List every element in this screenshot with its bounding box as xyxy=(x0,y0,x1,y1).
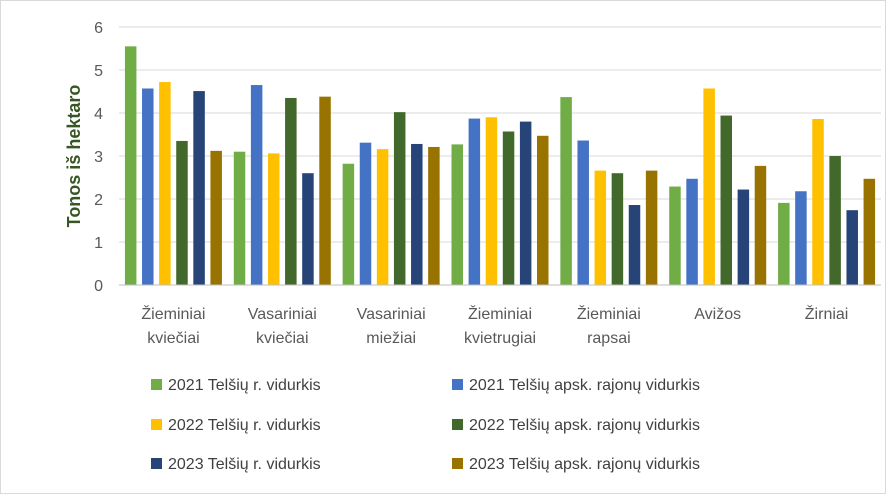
x-tick-label: kviečiai xyxy=(147,330,199,347)
bar xyxy=(611,173,624,285)
bar xyxy=(485,117,498,285)
bar xyxy=(829,156,841,285)
x-tick-label: miežiai xyxy=(366,330,416,347)
bar xyxy=(376,149,389,285)
bar xyxy=(795,191,807,285)
bar xyxy=(863,178,876,285)
bars xyxy=(124,46,876,286)
bar xyxy=(577,140,589,285)
bar xyxy=(159,82,171,285)
bar xyxy=(124,46,137,285)
bar xyxy=(342,163,355,285)
y-tick-label: 3 xyxy=(94,149,103,166)
legend-swatch xyxy=(452,379,463,390)
bar xyxy=(393,112,406,285)
y-tick-label: 2 xyxy=(94,192,103,209)
bar xyxy=(176,140,188,285)
y-tick-label: 1 xyxy=(94,235,103,252)
legend-swatch xyxy=(452,419,463,430)
bar xyxy=(250,85,263,285)
legend-swatch xyxy=(151,419,162,430)
bar xyxy=(812,119,824,286)
legend-label: 2023 Telšių r. vidurkis xyxy=(168,456,321,473)
bar xyxy=(519,121,532,285)
bar xyxy=(210,150,222,285)
bar xyxy=(754,165,767,285)
y-tick-label: 4 xyxy=(94,106,103,123)
legend-label: 2022 Telšių r. vidurkis xyxy=(168,417,321,434)
bar xyxy=(267,153,280,285)
x-tick-label: Žieminiai xyxy=(577,304,641,323)
y-tick-label: 0 xyxy=(94,278,103,295)
bar xyxy=(302,173,314,285)
bar xyxy=(359,142,372,285)
bar xyxy=(669,186,681,285)
bar xyxy=(720,115,733,285)
bar xyxy=(193,91,205,285)
legend-label: 2023 Telšių apsk. rajonų vidurkis xyxy=(469,456,700,473)
bar xyxy=(703,88,715,286)
bar xyxy=(594,170,607,285)
bar xyxy=(645,170,658,285)
bar xyxy=(537,135,549,285)
x-tick-label: rapsai xyxy=(587,330,631,347)
y-tick-label: 6 xyxy=(94,20,103,37)
x-tick-label: kvietrugiai xyxy=(464,330,536,347)
gridlines xyxy=(119,26,881,243)
bar xyxy=(737,189,750,285)
legend-label: 2021 Telšių apsk. rajonų vidurkis xyxy=(469,377,700,394)
bar xyxy=(468,118,481,285)
bar xyxy=(451,144,463,285)
bar xyxy=(285,97,297,285)
bar xyxy=(846,210,858,285)
x-tick-label: Žieminiai xyxy=(141,304,205,323)
y-tick-label: 5 xyxy=(94,63,103,80)
legend-swatch xyxy=(151,379,162,390)
x-tick-label: kviečiai xyxy=(256,330,308,347)
x-tick-label: Vasariniai xyxy=(357,306,426,323)
bar xyxy=(502,131,515,285)
bar xyxy=(142,88,154,286)
bar xyxy=(778,202,790,285)
x-tick-label: Vasariniai xyxy=(248,306,317,323)
legend-label: 2021 Telšių r. vidurkis xyxy=(168,377,321,394)
bar xyxy=(428,146,440,285)
bar xyxy=(411,143,423,285)
x-tick-label: Avižos xyxy=(694,306,741,323)
bar xyxy=(628,205,641,285)
bar xyxy=(233,151,246,285)
legend: 2021 Telšių r. vidurkis 2021 Telšių apsk.… xyxy=(151,377,700,473)
x-tick-label: Žieminiai xyxy=(468,304,532,323)
legend-swatch xyxy=(452,458,463,469)
legend-label: 2022 Telšių apsk. rajonų vidurkis xyxy=(469,417,700,434)
bar xyxy=(319,96,331,285)
x-tick-label: Žirniai xyxy=(805,304,849,323)
y-axis-title: Tonos iš hektaro xyxy=(64,85,84,228)
legend-swatch xyxy=(151,458,162,469)
bar xyxy=(686,178,698,285)
axes: 0 1 2 3 4 5 6 Žieminiai kviečiai Vasariniai kvieči… xyxy=(94,20,881,347)
bar xyxy=(560,97,572,285)
